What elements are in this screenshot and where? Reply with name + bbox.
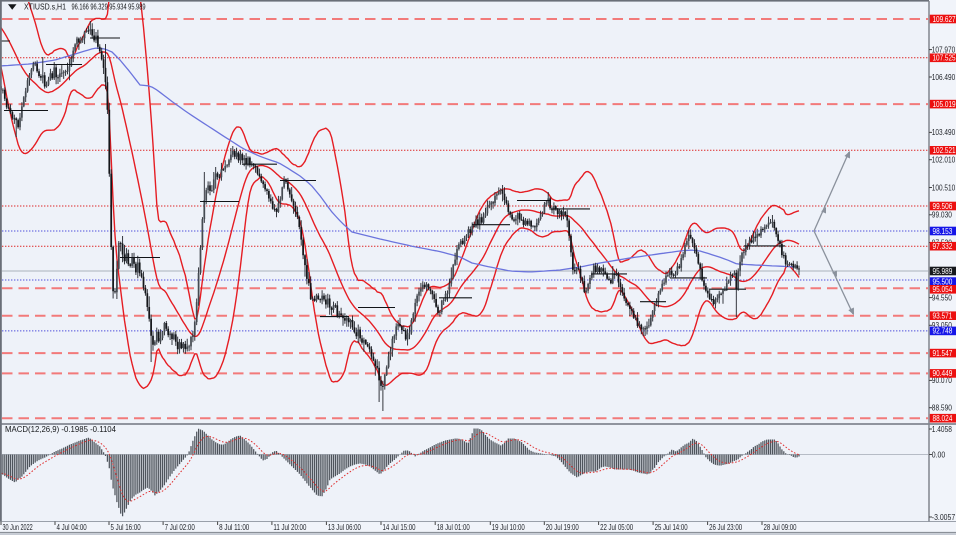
svg-text:MACD(12,26,9) -0.1985 -0.1104: MACD(12,26,9) -0.1985 -0.1104 <box>5 425 117 434</box>
svg-text:100.510: 100.510 <box>932 183 956 192</box>
svg-text:95.989: 95.989 <box>933 267 953 276</box>
svg-text:25 Jul 14:00: 25 Jul 14:00 <box>655 523 688 532</box>
svg-text:99.030: 99.030 <box>932 211 953 220</box>
svg-text:5 Jul 16:00: 5 Jul 16:00 <box>111 523 142 532</box>
svg-text:102.010: 102.010 <box>932 156 956 165</box>
svg-text:11 Jul 20:00: 11 Jul 20:00 <box>273 523 306 532</box>
svg-text:107.525: 107.525 <box>933 54 956 63</box>
svg-text:14 Jul 15:00: 14 Jul 15:00 <box>383 523 416 532</box>
svg-text:93.571: 93.571 <box>933 312 953 321</box>
svg-text:97.332: 97.332 <box>933 242 953 251</box>
svg-text:88.590: 88.590 <box>932 404 953 413</box>
svg-text:105.019: 105.019 <box>933 100 956 109</box>
svg-text:13 Jul 06:00: 13 Jul 06:00 <box>328 523 361 532</box>
svg-text:92.748: 92.748 <box>933 327 953 336</box>
svg-text:88.024: 88.024 <box>933 414 953 423</box>
svg-text:8 Jul 11:00: 8 Jul 11:00 <box>219 523 250 532</box>
svg-text:18 Jul 01:00: 18 Jul 01:00 <box>437 523 470 532</box>
svg-text:90.449: 90.449 <box>933 369 953 378</box>
svg-text:94.550: 94.550 <box>932 293 953 302</box>
svg-text:7 Jul 02:00: 7 Jul 02:00 <box>165 523 196 532</box>
svg-text:XTIUSD.s,H1: XTIUSD.s,H1 <box>24 3 66 12</box>
svg-text:96.166 96.329 95.934 95.989: 96.166 96.329 95.934 95.989 <box>72 3 146 12</box>
svg-text:4 Jul 04:00: 4 Jul 04:00 <box>57 523 88 532</box>
svg-text:103.490: 103.490 <box>932 128 956 137</box>
svg-text:-3.0057: -3.0057 <box>932 513 956 522</box>
svg-text:95.054: 95.054 <box>933 285 953 294</box>
svg-text:30 Jun 2022: 30 Jun 2022 <box>3 523 34 532</box>
svg-text:102.521: 102.521 <box>933 146 956 155</box>
svg-text:26 Jul 23:00: 26 Jul 23:00 <box>709 523 742 532</box>
svg-text:1.4058: 1.4058 <box>932 425 953 434</box>
svg-text:19 Jul 10:00: 19 Jul 10:00 <box>492 523 525 532</box>
svg-text:20 Jul 19:00: 20 Jul 19:00 <box>546 523 579 532</box>
svg-text:28 Jul 09:00: 28 Jul 09:00 <box>764 523 797 532</box>
svg-text:22 Jul 05:00: 22 Jul 05:00 <box>600 523 633 532</box>
svg-text:0.00: 0.00 <box>932 450 946 459</box>
svg-text:98.153: 98.153 <box>933 227 953 236</box>
svg-text:91.547: 91.547 <box>933 349 953 358</box>
svg-text:109.627: 109.627 <box>933 15 956 24</box>
svg-text:99.506: 99.506 <box>933 202 953 211</box>
svg-text:106.490: 106.490 <box>932 73 956 82</box>
